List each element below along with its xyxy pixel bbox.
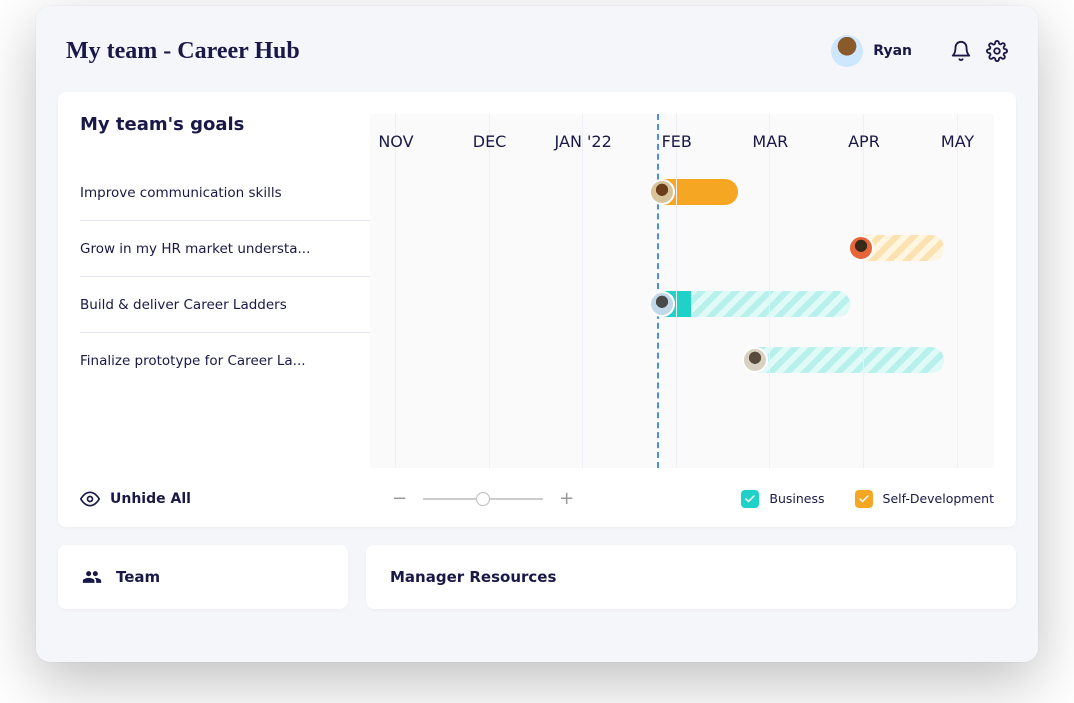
gantt-bar[interactable] xyxy=(744,347,944,373)
zoom-track[interactable] xyxy=(423,498,543,500)
app-window: My team - Career Hub Ryan My team's goal… xyxy=(36,6,1038,662)
month-column: JAN '22 xyxy=(582,114,583,468)
month-column: APR xyxy=(863,114,864,468)
timeline[interactable]: NOV DEC JAN '22 FEB MAR APR MAY xyxy=(370,114,994,468)
app-header: My team - Career Hub Ryan xyxy=(36,6,1038,92)
month-label: FEB xyxy=(662,132,692,151)
goal-label[interactable]: Improve communication skills xyxy=(80,165,370,221)
gantt-rows xyxy=(370,164,994,388)
gantt-row xyxy=(370,332,994,388)
month-label: MAY xyxy=(941,132,974,151)
team-card[interactable]: Team xyxy=(58,545,348,609)
gantt-bar[interactable] xyxy=(850,235,944,261)
gantt-row xyxy=(370,220,994,276)
zoom-out-icon[interactable]: − xyxy=(392,488,407,509)
bar-avatar xyxy=(742,347,768,373)
gear-icon[interactable] xyxy=(986,40,1008,62)
checkbox-selfdev[interactable] xyxy=(855,490,873,508)
bottom-row: Team Manager Resources xyxy=(58,545,1016,609)
goals-card: My team's goals Improve communication sk… xyxy=(58,92,1016,527)
goal-label[interactable]: Finalize prototype for Career La... xyxy=(80,333,370,389)
month-column: DEC xyxy=(489,114,490,468)
legend-selfdev[interactable]: Self-Development xyxy=(855,490,994,508)
legend-business[interactable]: Business xyxy=(741,490,824,508)
bell-icon[interactable] xyxy=(950,40,972,62)
zoom-in-icon[interactable]: + xyxy=(559,488,574,509)
team-icon xyxy=(82,567,102,587)
gantt-row xyxy=(370,276,994,332)
goal-label[interactable]: Grow in my HR market understa... xyxy=(80,221,370,277)
legend-business-label: Business xyxy=(769,491,824,506)
month-label: JAN '22 xyxy=(555,132,612,151)
month-column: MAR xyxy=(769,114,770,468)
unhide-all-button[interactable]: Unhide All xyxy=(80,489,370,509)
legend-selfdev-label: Self-Development xyxy=(883,491,994,506)
content: My team's goals Improve communication sk… xyxy=(36,92,1038,662)
month-column: FEB xyxy=(676,114,677,468)
resources-card[interactable]: Manager Resources xyxy=(366,545,1016,609)
month-column: MAY xyxy=(957,114,958,468)
checkbox-business[interactable] xyxy=(741,490,759,508)
month-label: NOV xyxy=(378,132,413,151)
goal-label[interactable]: Build & deliver Career Ladders xyxy=(80,277,370,333)
legend: Business Self-Development xyxy=(741,490,994,508)
user-chip[interactable]: Ryan xyxy=(831,35,912,67)
goals-title: My team's goals xyxy=(80,114,370,135)
team-card-title: Team xyxy=(116,568,160,586)
gantt-bar[interactable] xyxy=(651,291,851,317)
gantt-row xyxy=(370,164,994,220)
unhide-all-label: Unhide All xyxy=(110,491,191,507)
zoom-thumb[interactable] xyxy=(476,492,490,506)
month-column: NOV xyxy=(395,114,396,468)
zoom-control[interactable]: − + xyxy=(392,488,574,509)
bar-avatar xyxy=(848,235,874,261)
user-avatar xyxy=(831,35,863,67)
month-label: APR xyxy=(848,132,880,151)
bar-avatar xyxy=(649,179,675,205)
gantt-bar[interactable] xyxy=(651,179,738,205)
timeline-wrap: NOV DEC JAN '22 FEB MAR APR MAY xyxy=(370,114,994,468)
user-name: Ryan xyxy=(873,43,912,59)
bar-avatar xyxy=(649,291,675,317)
resources-card-title: Manager Resources xyxy=(390,568,556,586)
eye-icon xyxy=(80,489,100,509)
month-label: MAR xyxy=(752,132,788,151)
goals-footer: Unhide All − + Bu xyxy=(80,488,994,509)
goals-left: My team's goals Improve communication sk… xyxy=(80,114,370,468)
month-label: DEC xyxy=(473,132,507,151)
page-title: My team - Career Hub xyxy=(66,38,831,65)
